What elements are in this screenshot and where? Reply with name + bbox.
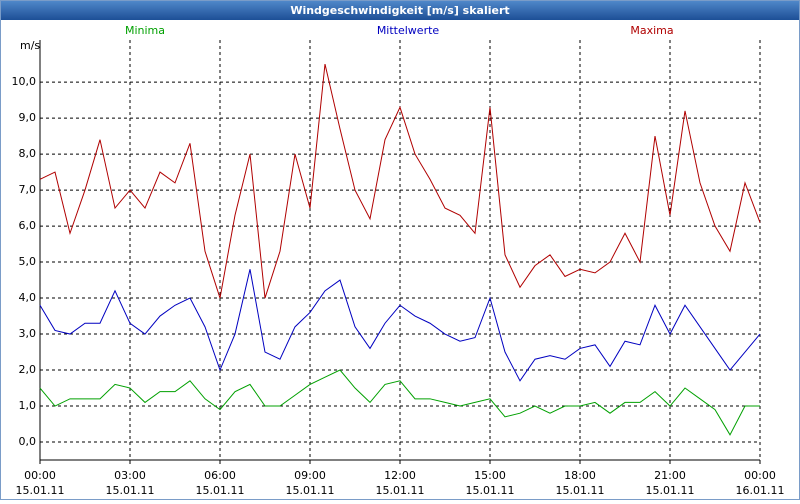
x-tick-label: 12:00: [384, 469, 416, 482]
x-tick-date: 15.01.11: [16, 484, 65, 497]
x-tick-date: 16.01.11: [736, 484, 785, 497]
x-tick-label: 21:00: [654, 469, 686, 482]
data-line: [39, 64, 761, 299]
y-tick-label: 8,0: [19, 147, 37, 160]
y-tick-label: 6,0: [19, 219, 37, 232]
x-tick-date: 15.01.11: [196, 484, 245, 497]
y-tick-label: 10,0: [12, 75, 37, 88]
y-tick-label: 5,0: [19, 255, 37, 268]
x-tick-date: 15.01.11: [106, 484, 155, 497]
y-tick-label: 2,0: [19, 363, 37, 376]
x-tick-label: 09:00: [294, 469, 326, 482]
y-tick-label: 7,0: [19, 183, 37, 196]
y-tick-label: 1,0: [19, 399, 37, 412]
y-tick-label: 9,0: [19, 111, 37, 124]
x-tick-label: 15:00: [474, 469, 506, 482]
x-tick-label: 03:00: [114, 469, 146, 482]
x-tick-date: 15.01.11: [376, 484, 425, 497]
y-axis-label: m/s: [20, 39, 40, 52]
title-bar: [1, 1, 799, 20]
x-tick-label: 00:00: [744, 469, 776, 482]
x-tick-date: 15.01.11: [646, 484, 695, 497]
x-tick-label: 00:00: [24, 469, 56, 482]
y-tick-label: 0,0: [19, 435, 37, 448]
legend-label: Minima: [125, 24, 165, 37]
x-tick-label: 06:00: [204, 469, 236, 482]
legend-label: Mittelwerte: [377, 24, 440, 37]
x-tick-date: 15.01.11: [466, 484, 515, 497]
chart-title: Windgeschwindigkeit [m/s] skaliert: [290, 4, 509, 17]
y-tick-label: 3,0: [19, 327, 37, 340]
data-line: [39, 269, 761, 382]
x-tick-date: 15.01.11: [556, 484, 605, 497]
legend-label: Maxima: [630, 24, 673, 37]
x-tick-date: 15.01.11: [286, 484, 335, 497]
data-line: [39, 369, 760, 436]
x-tick-label: 18:00: [564, 469, 596, 482]
y-tick-label: 4,0: [19, 291, 37, 304]
